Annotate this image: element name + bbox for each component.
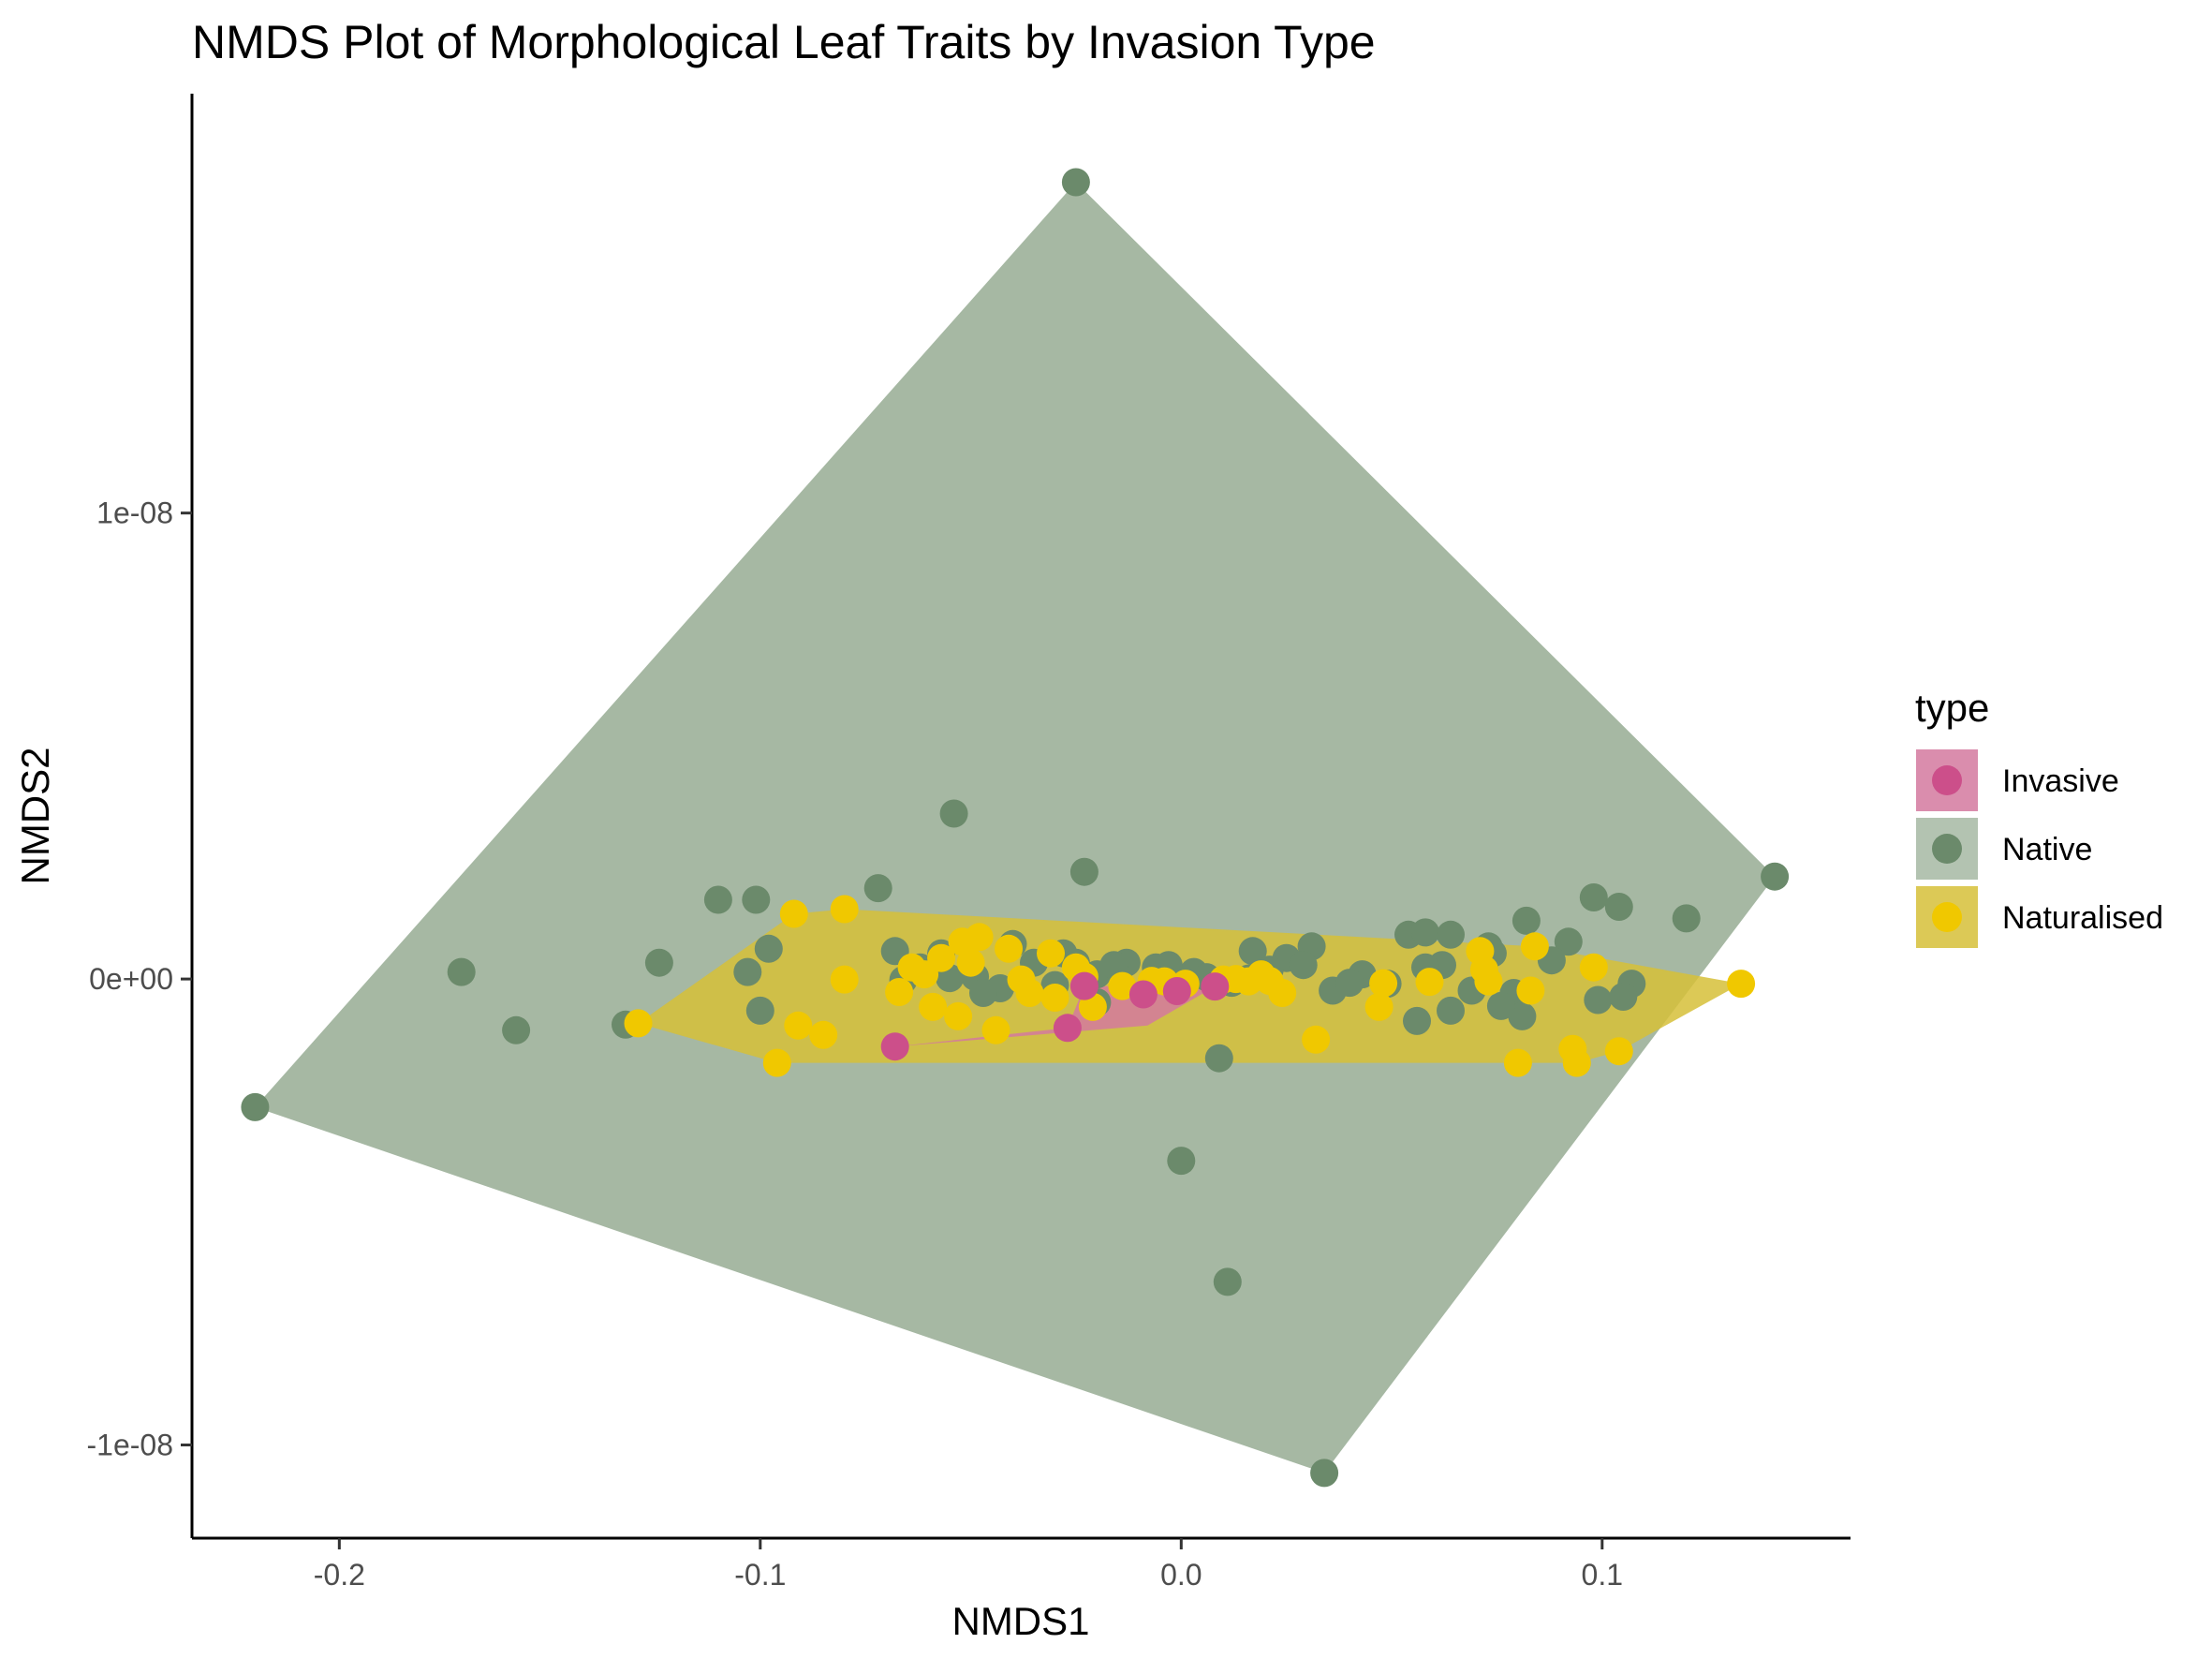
x-tick-label: -0.1 xyxy=(734,1558,786,1592)
naturalised-point xyxy=(830,895,859,924)
naturalised-point xyxy=(1364,992,1394,1021)
native-point xyxy=(1167,1147,1196,1176)
naturalised-point xyxy=(762,1048,791,1077)
y-axis-ticks: -1e-08 0e+00 1e-08 xyxy=(87,496,192,1462)
native-point xyxy=(1437,920,1465,949)
native-point xyxy=(1411,918,1439,947)
y-tick-label: 0e+00 xyxy=(89,962,173,996)
invasive-point xyxy=(1053,1014,1082,1043)
naturalised-point xyxy=(1015,979,1044,1007)
naturalised-point xyxy=(1268,979,1297,1007)
native-hull xyxy=(255,182,1776,1474)
native-point xyxy=(1437,996,1465,1025)
naturalised-point xyxy=(1520,932,1549,961)
naturalised-point xyxy=(809,1020,838,1049)
native-point xyxy=(1584,985,1613,1015)
legend-swatch-native xyxy=(1932,834,1962,864)
naturalised-point xyxy=(784,1011,813,1040)
native-point xyxy=(1554,927,1583,956)
naturalised-point xyxy=(1558,1034,1587,1063)
native-point xyxy=(644,948,673,977)
legend-title: type xyxy=(1915,686,1989,730)
native-point xyxy=(969,979,997,1007)
x-axis-title: NMDS1 xyxy=(951,1599,1089,1643)
x-axis-ticks: -0.2 -0.1 0.0 0.1 xyxy=(314,1538,1623,1592)
chart-title: NMDS Plot of Morphological Leaf Traits b… xyxy=(192,16,1376,68)
legend-label-invasive: Invasive xyxy=(2002,763,2119,799)
naturalised-point xyxy=(1415,968,1444,997)
invasive-point xyxy=(1162,977,1191,1005)
naturalised-point xyxy=(995,934,1023,963)
naturalised-point xyxy=(927,943,956,972)
naturalised-point xyxy=(1604,1037,1633,1066)
naturalised-point xyxy=(1579,953,1608,982)
native-point xyxy=(1204,1044,1233,1073)
invasive-point xyxy=(1069,971,1099,1000)
x-tick-label: 0.1 xyxy=(1582,1558,1623,1592)
native-point xyxy=(1672,904,1701,933)
native-point xyxy=(1335,969,1364,998)
native-point xyxy=(939,799,968,828)
native-point xyxy=(1579,883,1608,911)
naturalised-point xyxy=(965,923,994,952)
x-tick-label: 0.0 xyxy=(1160,1558,1202,1592)
hull-layer xyxy=(255,182,1776,1474)
invasive-point xyxy=(1128,980,1158,1009)
native-point xyxy=(1403,1006,1431,1035)
native-point xyxy=(1069,857,1099,886)
x-tick-label: -0.2 xyxy=(314,1558,365,1592)
native-point xyxy=(754,934,783,963)
legend-swatch-naturalised xyxy=(1932,902,1962,932)
native-point xyxy=(1761,862,1790,891)
native-point xyxy=(1512,906,1541,935)
native-point xyxy=(863,874,892,903)
invasive-point xyxy=(1201,972,1230,1001)
naturalised-point xyxy=(1246,960,1276,989)
native-point xyxy=(1289,951,1318,980)
naturalised-point xyxy=(1037,939,1065,968)
native-point xyxy=(742,885,771,914)
naturalised-point xyxy=(1516,976,1545,1005)
native-point xyxy=(447,957,476,986)
naturalised-point xyxy=(885,978,914,1006)
native-point xyxy=(703,885,732,914)
y-axis-title: NMDS2 xyxy=(13,747,57,884)
invasive-point xyxy=(880,1032,909,1061)
naturalised-point xyxy=(779,899,808,928)
legend-swatch-invasive xyxy=(1932,765,1962,795)
naturalised-point xyxy=(919,992,948,1021)
naturalised-point xyxy=(1503,1048,1532,1077)
native-point xyxy=(1604,893,1633,921)
naturalised-point xyxy=(1302,1025,1331,1054)
native-point xyxy=(502,1015,531,1044)
native-point xyxy=(1609,983,1638,1011)
native-point xyxy=(241,1092,270,1121)
point-layer xyxy=(241,168,1790,1488)
native-point xyxy=(1238,937,1267,966)
naturalised-point xyxy=(1727,970,1756,999)
native-point xyxy=(733,957,762,986)
native-point xyxy=(1213,1267,1242,1296)
native-point xyxy=(1310,1459,1339,1488)
native-point xyxy=(1508,1001,1537,1030)
naturalised-point xyxy=(624,1009,653,1038)
naturalised-point xyxy=(1369,969,1398,998)
naturalised-point xyxy=(1108,971,1137,1000)
naturalised-point xyxy=(956,948,985,977)
legend-label-native: Native xyxy=(2002,832,2092,867)
naturalised-point xyxy=(1040,984,1069,1012)
naturalised-point xyxy=(981,1015,1010,1044)
legend: type Invasive Native Naturalised xyxy=(1915,686,2163,948)
native-point xyxy=(745,996,774,1025)
naturalised-point xyxy=(1474,967,1503,996)
native-point xyxy=(1486,991,1515,1020)
y-tick-label: 1e-08 xyxy=(96,496,173,530)
legend-label-naturalised: Naturalised xyxy=(2002,900,2163,936)
naturalised-point xyxy=(944,1001,973,1030)
y-tick-label: -1e-08 xyxy=(87,1429,174,1462)
naturalised-point xyxy=(830,965,859,994)
native-point xyxy=(1061,168,1090,197)
